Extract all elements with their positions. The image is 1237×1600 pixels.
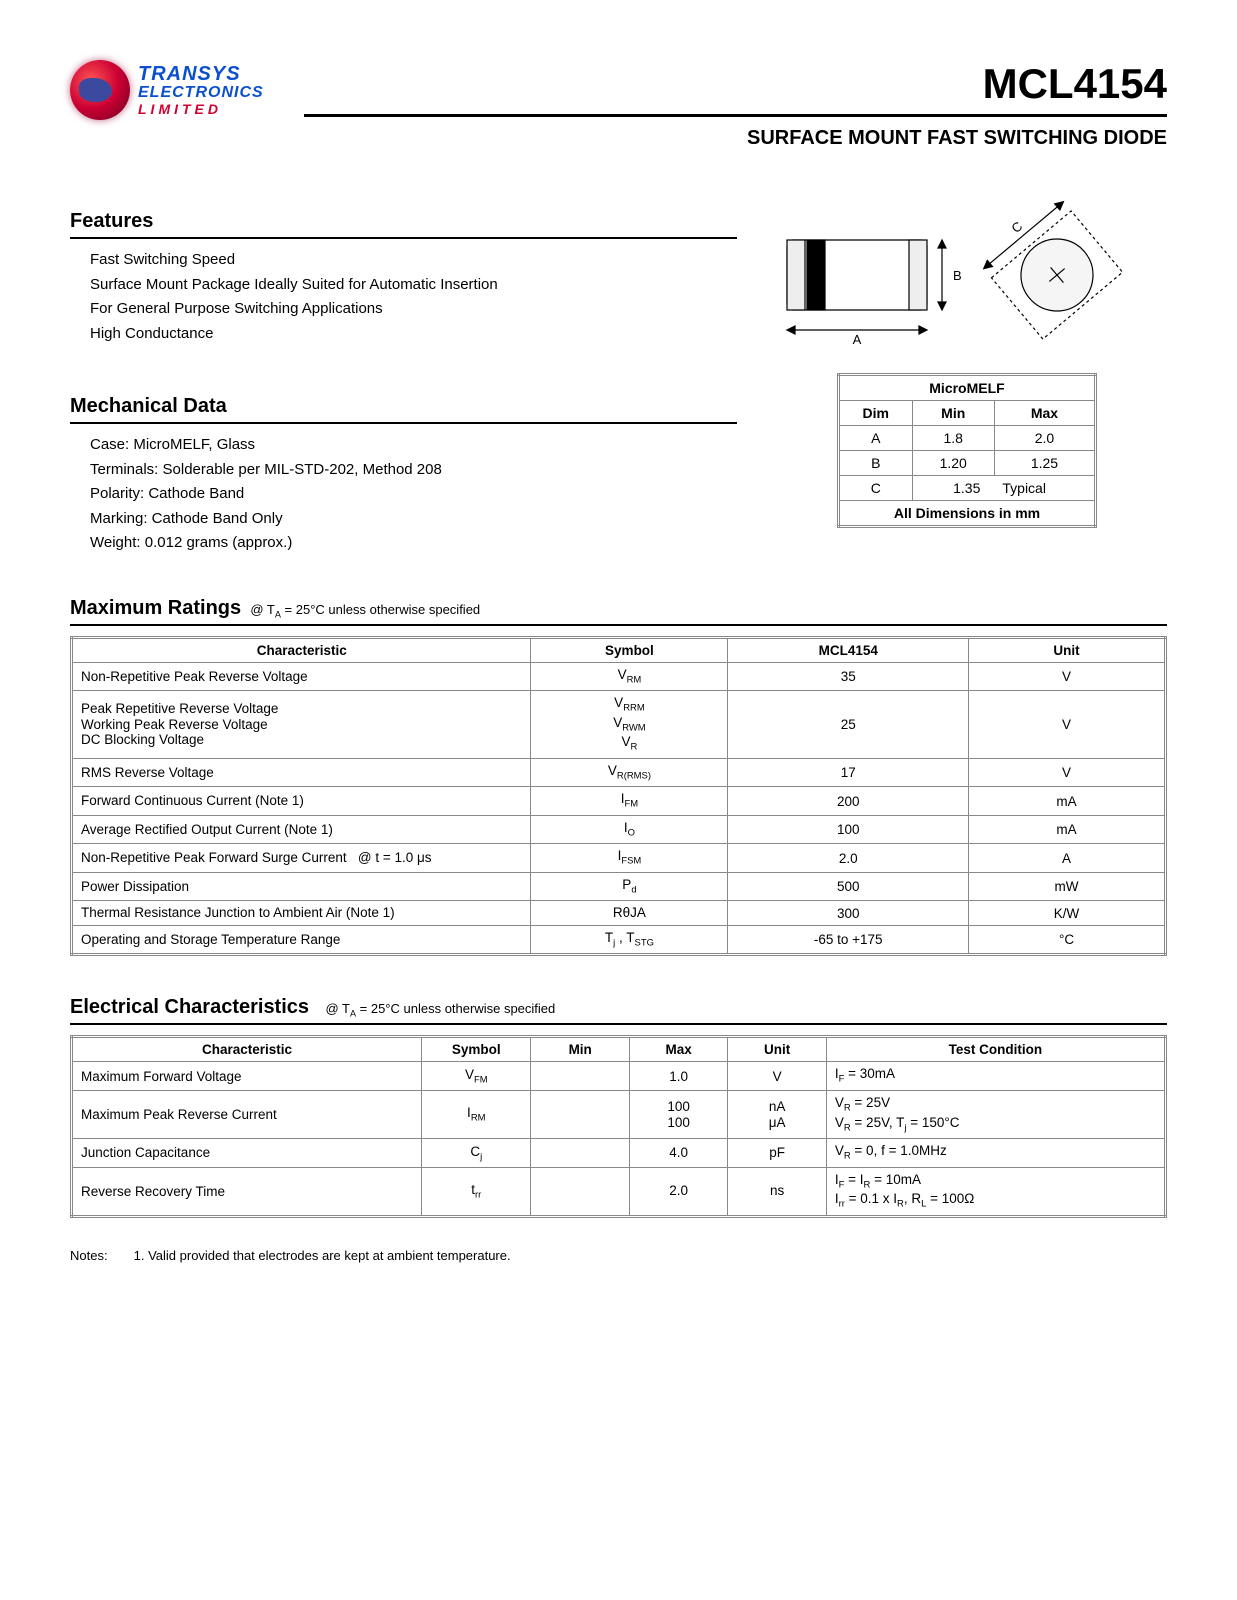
rating-char: Non-Repetitive Peak Forward Surge Curren… [72,844,531,873]
mech-item: Marking: Cathode Band Only [90,508,737,531]
rating-val: 2.0 [728,844,969,873]
elec-tc: VR = 25VVR = 25V, Tj = 150°C [826,1091,1165,1139]
rating-unit: A [969,844,1166,873]
rating-val: -65 to +175 [728,925,969,955]
electrical-table: Characteristic Symbol Min Max Unit Test … [70,1035,1167,1217]
logo: TRANSYS ELECTRONICS LIMITED [70,60,264,120]
rating-sym: Pd [531,872,728,901]
elec-max: 4.0 [629,1139,727,1168]
elec-char: Maximum Forward Voltage [72,1062,422,1091]
rating-val: 300 [728,901,969,926]
elec-char: Junction Capacitance [72,1139,422,1168]
rating-unit: °C [969,925,1166,955]
mech-item: Weight: 0.012 grams (approx.) [90,532,737,555]
logo-line1: TRANSYS [138,64,264,85]
feature-item: Surface Mount Package Ideally Suited for… [90,274,737,297]
features-list: Fast Switching Speed Surface Mount Packa… [70,249,737,345]
rating-val: 25 [728,691,969,759]
elec-min [531,1139,629,1168]
rating-val: 35 [728,662,969,691]
logo-text: TRANSYS ELECTRONICS LIMITED [138,64,264,116]
elec-tc: IF = 30mA [826,1062,1165,1091]
rating-unit: mA [969,815,1166,844]
title-block: MCL4154 SURFACE MOUNT FAST SWITCHING DIO… [304,60,1167,150]
elec-sym: trr [422,1167,531,1216]
elec-sym: IRM [422,1091,531,1139]
rating-char: Forward Continuous Current (Note 1) [72,787,531,816]
logo-line3: LIMITED [138,102,264,117]
header: TRANSYS ELECTRONICS LIMITED MCL4154 SURF… [70,60,1167,150]
rating-char: Peak Repetitive Reverse VoltageWorking P… [72,691,531,759]
rating-val: 200 [728,787,969,816]
part-number: MCL4154 [304,60,1167,108]
notes: Notes: 1. Valid provided that electrodes… [70,1248,1167,1263]
svg-text:A: A [853,332,862,347]
feature-item: Fast Switching Speed [90,249,737,272]
notes-label: Notes: [70,1248,130,1263]
elec-tc: VR = 0, f = 1.0MHz [826,1139,1165,1168]
elec-sym: Cj [422,1139,531,1168]
rating-unit: mA [969,787,1166,816]
elec-max: 100100 [629,1091,727,1139]
elec-max: 2.0 [629,1167,727,1216]
rating-char: Thermal Resistance Junction to Ambient A… [72,901,531,926]
rating-sym: VRM [531,662,728,691]
elec-char: Reverse Recovery Time [72,1167,422,1216]
elec-min [531,1167,629,1216]
subtitle: SURFACE MOUNT FAST SWITCHING DIODE [304,127,1167,150]
rating-sym: IFM [531,787,728,816]
elec-unit: V [728,1062,826,1091]
svg-text:B: B [953,268,962,283]
rating-sym: RθJA [531,901,728,926]
rating-unit: V [969,758,1166,787]
feature-item: High Conductance [90,323,737,346]
features-title: Features [70,210,737,239]
dim-table-title: MicroMELF [839,375,1096,401]
rating-unit: mW [969,872,1166,901]
dimension-table: MicroMELF Dim Min Max A 1.8 2.0 B 1.20 1… [837,373,1097,528]
notes-text: 1. Valid provided that electrodes are ke… [134,1248,511,1263]
rating-unit: V [969,691,1166,759]
elec-unit: pF [728,1139,826,1168]
rating-char: Power Dissipation [72,872,531,901]
rating-val: 500 [728,872,969,901]
rating-sym: IFSM [531,844,728,873]
rating-sym: Tj , TSTG [531,925,728,955]
elec-min [531,1091,629,1139]
mech-item: Case: MicroMELF, Glass [90,434,737,457]
rating-sym: VRRMVRWMVR [531,691,728,759]
mech-item: Terminals: Solderable per MIL-STD-202, M… [90,459,737,482]
rating-unit: V [969,662,1166,691]
elec-char: Maximum Peak Reverse Current [72,1091,422,1139]
rating-char: RMS Reverse Voltage [72,758,531,787]
elec-unit: nAμA [728,1091,826,1139]
logo-line2: ELECTRONICS [138,85,264,102]
rating-char: Operating and Storage Temperature Range [72,925,531,955]
elec-unit: ns [728,1167,826,1216]
rating-unit: K/W [969,901,1166,926]
rating-val: 17 [728,758,969,787]
rating-sym: VR(RMS) [531,758,728,787]
ratings-title: Maximum Ratings @ TA = 25°C unless other… [70,597,1167,626]
electrical-title: Electrical Characteristics @ TA = 25°C u… [70,996,1167,1025]
rating-char: Average Rectified Output Current (Note 1… [72,815,531,844]
ratings-table: Characteristic Symbol MCL4154 Unit Non-R… [70,636,1167,957]
rating-val: 100 [728,815,969,844]
elec-max: 1.0 [629,1062,727,1091]
rating-sym: IO [531,815,728,844]
mech-item: Polarity: Cathode Band [90,483,737,506]
logo-globe-icon [70,60,130,120]
mechanical-list: Case: MicroMELF, Glass Terminals: Solder… [70,434,737,555]
feature-item: For General Purpose Switching Applicatio… [90,298,737,321]
package-drawing: A B C [767,190,1167,373]
svg-text:C: C [1008,218,1025,236]
elec-min [531,1062,629,1091]
elec-tc: IF = IR = 10mAIrr = 0.1 x IR, RL = 100Ω [826,1167,1165,1216]
rating-char: Non-Repetitive Peak Reverse Voltage [72,662,531,691]
elec-sym: VFM [422,1062,531,1091]
mechanical-title: Mechanical Data [70,395,737,424]
